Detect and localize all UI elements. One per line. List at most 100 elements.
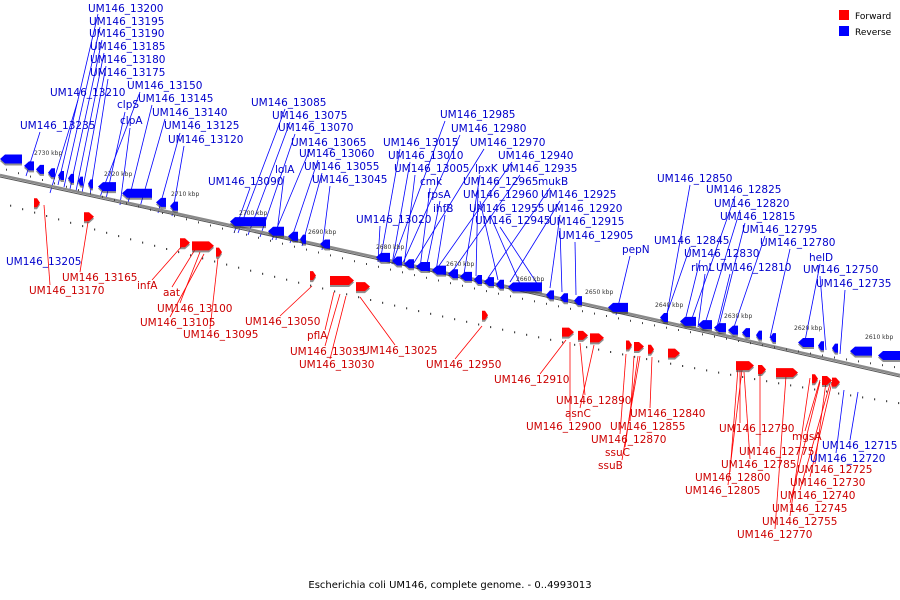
- reverse-leader-line: [301, 172, 323, 247]
- gene-label: ihfB: [433, 203, 453, 215]
- scale-tick: [118, 235, 120, 238]
- scale-tick: [778, 382, 780, 385]
- reverse-leader-line: [663, 246, 691, 323]
- gene-label: UM146_13120: [168, 134, 243, 146]
- reverse-leader-line: [63, 26, 101, 188]
- gene-label: UM146_13025: [362, 345, 437, 357]
- forward-gene-arrow: [180, 238, 190, 250]
- reverse-leader-line: [835, 389, 845, 454]
- forward-leader-line: [151, 245, 183, 281]
- gene-label: UM146_13175: [90, 67, 165, 79]
- gene-label: UM146_12850: [657, 173, 732, 185]
- scale-tick: [306, 248, 307, 251]
- gene-label: UM146_13185: [90, 41, 165, 53]
- scale-tick: [886, 400, 888, 403]
- reverse-gene-arrow-body: [574, 296, 582, 306]
- scale-tick: [270, 239, 271, 242]
- reverse-gene-arrow-body: [48, 168, 55, 178]
- scale-tick: [862, 396, 864, 399]
- reverse-leader-line: [247, 121, 291, 236]
- scale-tick: [318, 251, 319, 254]
- forward-leader-line: [789, 377, 811, 517]
- scale-tick: [594, 312, 595, 315]
- forward-gene-arrow: [832, 377, 840, 389]
- scale-tick: [738, 340, 739, 342]
- reverse-gene-arrow: [448, 269, 458, 281]
- scale-tick: [490, 326, 492, 329]
- scale-tick: [786, 348, 787, 351]
- scale-tick: [730, 373, 732, 376]
- reverse-leader-line: [715, 273, 731, 332]
- scale-tick: [810, 352, 811, 355]
- gene-label: UM146_12715: [822, 440, 897, 452]
- reverse-gene-arrow: [230, 217, 266, 229]
- reverse-leader-line: [499, 226, 541, 289]
- scale-tick: [858, 360, 859, 363]
- reverse-leader-line: [379, 148, 401, 263]
- gene-label: UM146_12905: [558, 230, 633, 242]
- reverse-leader-line: [237, 108, 286, 234]
- scale-tick: [358, 296, 360, 299]
- scale-tick: [814, 388, 816, 391]
- forward-leader-line: [539, 339, 567, 375]
- scale-tick: [894, 366, 895, 369]
- reverse-gene-arrow: [546, 290, 554, 302]
- scale-tick: [6, 168, 7, 171]
- scale-tick: [706, 369, 708, 372]
- gene-label: UM146_13020: [356, 214, 431, 226]
- scale-tick: [78, 189, 79, 192]
- reverse-leader-line: [849, 391, 859, 441]
- reverse-gene-arrow: [376, 252, 390, 264]
- reverse-gene-arrow-body: [432, 265, 446, 275]
- reverse-gene-arrow-body: [680, 316, 696, 326]
- scale-tick: [750, 342, 751, 345]
- scale-tick: [670, 362, 672, 365]
- scale-tick: [130, 238, 132, 241]
- gene-label: UM146_12920: [547, 203, 622, 215]
- tick-label: 2650 kbp: [585, 289, 613, 296]
- scale-tick: [258, 236, 259, 239]
- reverse-gene-arrow-body: [818, 341, 824, 351]
- scale-tick: [454, 318, 456, 321]
- gene-label: UM146_12915: [549, 216, 624, 228]
- scale-tick: [126, 202, 127, 205]
- reverse-gene-arrow: [170, 201, 178, 213]
- reverse-gene-arrow-body: [0, 154, 22, 164]
- gene-label: UM146_13170: [29, 285, 104, 297]
- reverse-gene-arrow: [78, 176, 83, 188]
- forward-gene-arrow: [578, 330, 588, 342]
- scale-tick: [882, 364, 883, 367]
- reverse-leader-line: [391, 120, 446, 265]
- scale-tick: [238, 266, 240, 269]
- gene-label: UM146_12755: [762, 516, 837, 528]
- scale-tick: [474, 287, 475, 290]
- reverse-leader-line: [451, 174, 521, 273]
- gene-label: UM146_12810: [716, 262, 791, 274]
- forward-gene-arrow: [648, 344, 654, 356]
- scale-tick: [870, 362, 871, 365]
- reverse-gene-arrow: [508, 282, 542, 294]
- scale-tick: [762, 344, 763, 347]
- scale-tick: [366, 263, 367, 265]
- scale-tick: [106, 231, 108, 234]
- reverse-leader-line: [574, 241, 577, 296]
- forward-gene-arrow-body: [578, 330, 588, 340]
- gene-label: UM146_12720: [810, 453, 885, 465]
- reverse-gene-arrow: [878, 351, 900, 363]
- forward-gene-arrow: [330, 275, 354, 287]
- reverse-gene-arrow-body: [288, 231, 298, 241]
- reverse-gene-arrow-body: [230, 217, 266, 227]
- scale-tick: [174, 215, 175, 218]
- forward-strand-genes: [34, 198, 840, 389]
- forward-gene-arrow-body: [34, 198, 40, 208]
- forward-gene-arrow-body: [648, 344, 654, 354]
- reverse-gene-arrow-body: [508, 282, 542, 292]
- gene-label: UM146_12980: [451, 123, 526, 135]
- gene-label: UM146_12730: [790, 477, 865, 489]
- reverse-gene-arrow: [392, 256, 402, 268]
- gene-label: UM146_12750: [803, 264, 878, 276]
- gene-label: UM146_13005: [394, 163, 469, 175]
- forward-gene-arrow-body: [180, 238, 190, 248]
- forward-leader-line: [171, 247, 197, 288]
- scale-tick: [834, 356, 835, 359]
